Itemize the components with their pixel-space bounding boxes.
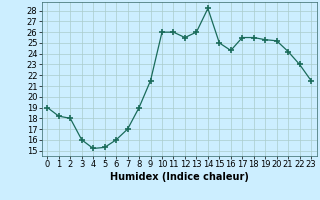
X-axis label: Humidex (Indice chaleur): Humidex (Indice chaleur) [110, 172, 249, 182]
